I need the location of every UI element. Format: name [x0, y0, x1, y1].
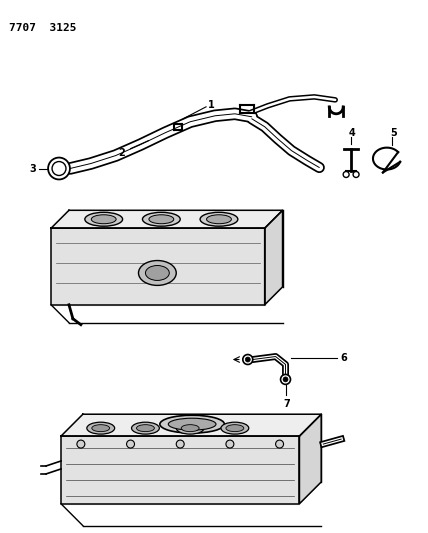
Circle shape: [176, 440, 184, 448]
Text: 7707  3125: 7707 3125: [9, 23, 77, 33]
Ellipse shape: [176, 422, 204, 434]
Ellipse shape: [137, 425, 155, 432]
Polygon shape: [300, 414, 321, 504]
Text: 7: 7: [283, 399, 290, 409]
Polygon shape: [51, 228, 265, 305]
Ellipse shape: [160, 415, 224, 433]
Ellipse shape: [181, 425, 199, 432]
Circle shape: [281, 375, 291, 384]
Ellipse shape: [146, 265, 169, 280]
Ellipse shape: [226, 425, 244, 432]
Polygon shape: [61, 414, 321, 436]
Ellipse shape: [91, 215, 116, 224]
Circle shape: [276, 440, 283, 448]
Ellipse shape: [207, 215, 232, 224]
Polygon shape: [51, 211, 282, 228]
Ellipse shape: [221, 422, 249, 434]
Ellipse shape: [139, 261, 176, 285]
Circle shape: [48, 158, 70, 180]
Ellipse shape: [85, 212, 122, 226]
Circle shape: [52, 161, 66, 175]
Ellipse shape: [131, 422, 159, 434]
Circle shape: [243, 354, 253, 365]
Ellipse shape: [92, 425, 110, 432]
Circle shape: [127, 440, 134, 448]
Text: 1: 1: [208, 100, 215, 110]
Circle shape: [353, 172, 359, 177]
Text: 3: 3: [29, 164, 36, 174]
Text: 2: 2: [119, 148, 125, 158]
Ellipse shape: [200, 212, 238, 226]
Polygon shape: [265, 211, 282, 305]
Ellipse shape: [168, 418, 216, 430]
Ellipse shape: [149, 215, 174, 224]
Circle shape: [245, 357, 250, 362]
Text: 4: 4: [349, 128, 356, 138]
Circle shape: [226, 440, 234, 448]
Ellipse shape: [143, 212, 180, 226]
Polygon shape: [61, 436, 300, 504]
Circle shape: [283, 377, 288, 382]
Circle shape: [77, 440, 85, 448]
Ellipse shape: [87, 422, 115, 434]
Circle shape: [343, 172, 349, 177]
Text: 6: 6: [340, 352, 347, 362]
Text: 5: 5: [390, 128, 397, 138]
